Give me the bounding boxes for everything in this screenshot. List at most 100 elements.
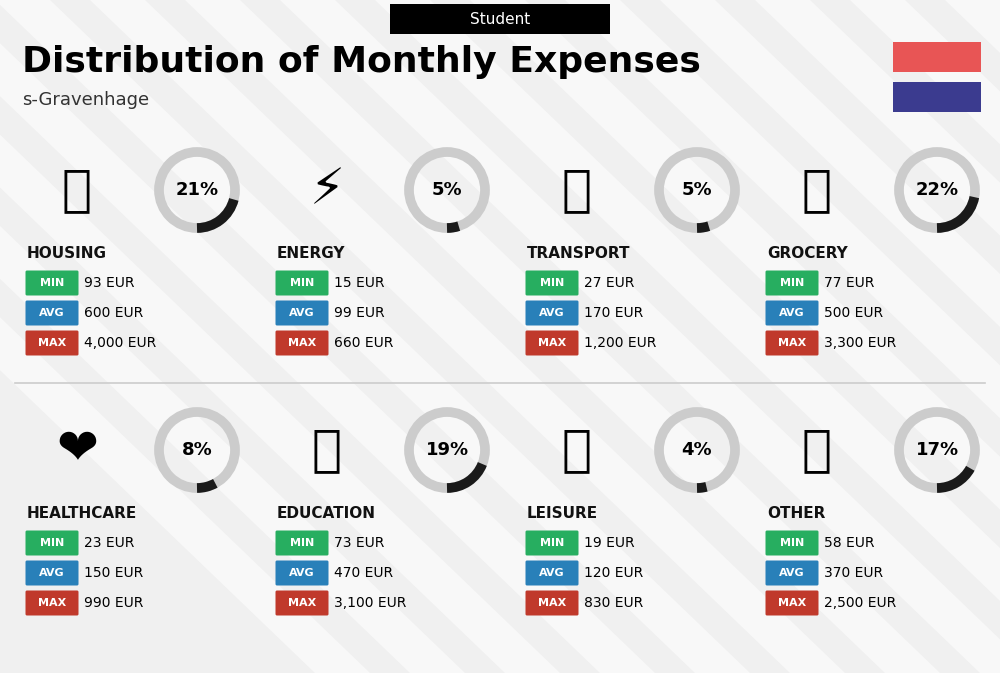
FancyBboxPatch shape: [766, 530, 818, 555]
Text: MAX: MAX: [538, 598, 566, 608]
Text: Student: Student: [470, 11, 530, 26]
Text: MIN: MIN: [290, 278, 314, 288]
Text: 27 EUR: 27 EUR: [584, 276, 634, 290]
FancyBboxPatch shape: [526, 530, 578, 555]
Text: 2,500 EUR: 2,500 EUR: [824, 596, 896, 610]
Text: 93 EUR: 93 EUR: [84, 276, 134, 290]
Text: 150 EUR: 150 EUR: [84, 566, 143, 580]
Text: 170 EUR: 170 EUR: [584, 306, 643, 320]
Text: MAX: MAX: [288, 598, 316, 608]
Text: AVG: AVG: [289, 568, 315, 578]
Text: 500 EUR: 500 EUR: [824, 306, 883, 320]
Polygon shape: [0, 0, 465, 673]
FancyBboxPatch shape: [390, 4, 610, 34]
Text: AVG: AVG: [539, 308, 565, 318]
FancyBboxPatch shape: [26, 301, 78, 326]
FancyBboxPatch shape: [526, 330, 578, 355]
Text: MIN: MIN: [780, 538, 804, 548]
FancyBboxPatch shape: [276, 561, 328, 586]
Text: 🎓: 🎓: [312, 426, 342, 474]
Text: 660 EUR: 660 EUR: [334, 336, 393, 350]
Text: MAX: MAX: [778, 338, 806, 348]
Text: MIN: MIN: [290, 538, 314, 548]
Polygon shape: [565, 0, 1000, 673]
Polygon shape: [375, 0, 1000, 673]
Text: 21%: 21%: [175, 181, 219, 199]
Text: 3,300 EUR: 3,300 EUR: [824, 336, 896, 350]
Text: 470 EUR: 470 EUR: [334, 566, 393, 580]
Text: MIN: MIN: [540, 278, 564, 288]
Text: 🛒: 🛒: [802, 166, 832, 214]
Text: ⚡: ⚡: [309, 166, 345, 214]
Text: 830 EUR: 830 EUR: [584, 596, 643, 610]
Polygon shape: [0, 0, 370, 673]
Text: MIN: MIN: [40, 278, 64, 288]
FancyBboxPatch shape: [26, 330, 78, 355]
Text: 19%: 19%: [425, 441, 469, 459]
Polygon shape: [280, 0, 1000, 673]
FancyBboxPatch shape: [276, 590, 328, 616]
Text: Distribution of Monthly Expenses: Distribution of Monthly Expenses: [22, 45, 701, 79]
Text: 5%: 5%: [432, 181, 462, 199]
Text: 🏗: 🏗: [62, 166, 92, 214]
Text: 19 EUR: 19 EUR: [584, 536, 635, 550]
Text: ❤: ❤: [56, 426, 98, 474]
FancyBboxPatch shape: [276, 330, 328, 355]
Polygon shape: [660, 0, 1000, 673]
Text: AVG: AVG: [779, 308, 805, 318]
FancyBboxPatch shape: [893, 42, 981, 72]
Text: 5%: 5%: [682, 181, 712, 199]
FancyBboxPatch shape: [766, 590, 818, 616]
Text: 370 EUR: 370 EUR: [824, 566, 883, 580]
Text: 8%: 8%: [182, 441, 212, 459]
Text: 73 EUR: 73 EUR: [334, 536, 384, 550]
FancyBboxPatch shape: [26, 271, 78, 295]
Text: MIN: MIN: [40, 538, 64, 548]
Text: 3,100 EUR: 3,100 EUR: [334, 596, 406, 610]
Polygon shape: [755, 0, 1000, 673]
Text: MIN: MIN: [540, 538, 564, 548]
Polygon shape: [850, 0, 1000, 673]
FancyBboxPatch shape: [526, 561, 578, 586]
FancyBboxPatch shape: [766, 330, 818, 355]
FancyBboxPatch shape: [766, 561, 818, 586]
FancyBboxPatch shape: [766, 301, 818, 326]
FancyBboxPatch shape: [276, 530, 328, 555]
Text: 4%: 4%: [682, 441, 712, 459]
Text: 1,200 EUR: 1,200 EUR: [584, 336, 656, 350]
Text: 4,000 EUR: 4,000 EUR: [84, 336, 156, 350]
Polygon shape: [0, 0, 560, 673]
Text: GROCERY: GROCERY: [767, 246, 848, 260]
FancyBboxPatch shape: [526, 301, 578, 326]
Text: MAX: MAX: [538, 338, 566, 348]
Text: AVG: AVG: [39, 308, 65, 318]
Text: 22%: 22%: [915, 181, 959, 199]
FancyBboxPatch shape: [276, 271, 328, 295]
Text: AVG: AVG: [289, 308, 315, 318]
Text: 600 EUR: 600 EUR: [84, 306, 143, 320]
Text: 🛍: 🛍: [562, 426, 592, 474]
Text: 990 EUR: 990 EUR: [84, 596, 143, 610]
Text: OTHER: OTHER: [767, 505, 825, 520]
FancyBboxPatch shape: [26, 530, 78, 555]
Text: 17%: 17%: [915, 441, 959, 459]
Text: 🚌: 🚌: [562, 166, 592, 214]
Text: HEALTHCARE: HEALTHCARE: [27, 505, 137, 520]
Text: AVG: AVG: [779, 568, 805, 578]
Text: AVG: AVG: [39, 568, 65, 578]
Polygon shape: [185, 0, 940, 673]
Polygon shape: [90, 0, 845, 673]
Text: AVG: AVG: [539, 568, 565, 578]
Polygon shape: [0, 0, 750, 673]
Text: MAX: MAX: [778, 598, 806, 608]
Text: MIN: MIN: [780, 278, 804, 288]
Polygon shape: [0, 0, 655, 673]
Polygon shape: [470, 0, 1000, 673]
Text: HOUSING: HOUSING: [27, 246, 107, 260]
Text: MAX: MAX: [38, 338, 66, 348]
Text: EDUCATION: EDUCATION: [277, 505, 376, 520]
Text: 120 EUR: 120 EUR: [584, 566, 643, 580]
Text: MAX: MAX: [38, 598, 66, 608]
FancyBboxPatch shape: [526, 590, 578, 616]
Text: 77 EUR: 77 EUR: [824, 276, 874, 290]
